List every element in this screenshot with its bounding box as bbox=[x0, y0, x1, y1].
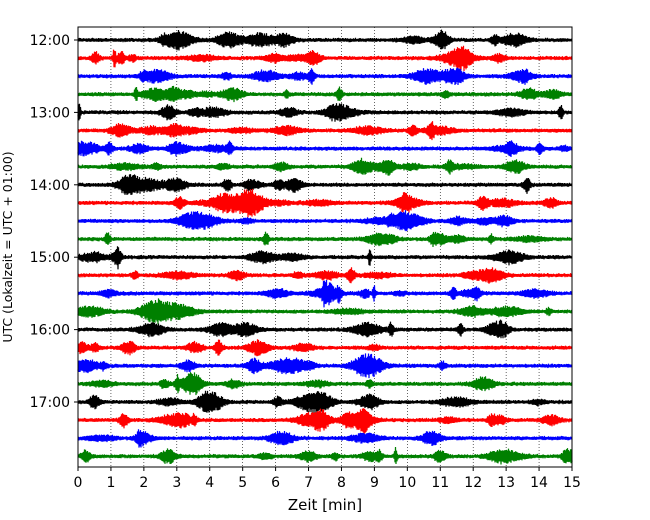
seismic-trace bbox=[77, 188, 573, 218]
seismic-trace bbox=[77, 210, 573, 232]
y-tick-label: 15:00 bbox=[30, 250, 70, 266]
y-tick-label: 16:00 bbox=[30, 323, 70, 339]
x-tick-label: 1 bbox=[106, 475, 115, 491]
seismic-trace bbox=[77, 174, 573, 196]
seismic-trace bbox=[77, 298, 573, 325]
y-axis-label: UTC (Lokalzeit = UTC + 01:00) bbox=[0, 151, 15, 342]
x-tick-label: 2 bbox=[139, 475, 148, 491]
seismic-trace bbox=[77, 390, 573, 414]
seismic-trace bbox=[77, 446, 573, 465]
seismic-trace bbox=[77, 353, 573, 379]
y-tick-label: 14:00 bbox=[30, 178, 70, 194]
seismic-trace bbox=[77, 121, 573, 141]
x-tick-label: 10 bbox=[398, 475, 416, 491]
x-tick-label: 15 bbox=[563, 475, 581, 491]
seismic-trace bbox=[77, 339, 573, 357]
seismic-trace bbox=[77, 45, 573, 71]
seismic-trace bbox=[77, 408, 573, 434]
seismic-trace bbox=[77, 429, 573, 448]
seismic-trace bbox=[77, 140, 573, 158]
seismic-trace bbox=[77, 280, 573, 308]
x-axis-label: Zeit [min] bbox=[288, 496, 362, 514]
seismic-trace bbox=[77, 67, 573, 86]
seismic-trace bbox=[77, 103, 573, 122]
x-tick-label: 4 bbox=[205, 475, 214, 491]
y-axis: 12:00 13:00 14:00 15:00 16:00 17:00 bbox=[30, 33, 78, 411]
x-tick-label: 8 bbox=[337, 475, 346, 491]
y-tick-label: 12:00 bbox=[30, 33, 70, 49]
x-tick-label: 3 bbox=[172, 475, 181, 491]
y-tick-label: 13:00 bbox=[30, 105, 70, 121]
x-tick-label: 9 bbox=[370, 475, 379, 491]
seismic-trace bbox=[77, 372, 573, 396]
seismic-trace bbox=[77, 85, 573, 103]
x-tick-label: 6 bbox=[271, 475, 280, 491]
x-tick-label: 14 bbox=[530, 475, 548, 491]
x-tick-label: 5 bbox=[238, 475, 247, 491]
x-tick-label: 12 bbox=[464, 475, 482, 491]
seismic-trace bbox=[77, 157, 573, 176]
x-tick-label: 0 bbox=[74, 475, 83, 491]
seismic-trace bbox=[77, 319, 573, 339]
x-tick-label: 13 bbox=[497, 475, 515, 491]
x-axis: 0 1 2 3 4 5 6 7 8 9 10 11 12 13 14 15 bbox=[74, 467, 581, 491]
x-tick-label: 11 bbox=[431, 475, 449, 491]
seismic-trace bbox=[77, 29, 573, 51]
x-tick-label: 7 bbox=[304, 475, 313, 491]
plot-frame bbox=[77, 26, 573, 468]
seismic-trace bbox=[77, 267, 573, 284]
seismic-traces bbox=[77, 29, 573, 465]
grid-lines bbox=[110, 27, 540, 467]
seismic-trace bbox=[77, 231, 573, 247]
y-tick-label: 17:00 bbox=[30, 395, 70, 411]
seismic-trace bbox=[77, 246, 573, 270]
